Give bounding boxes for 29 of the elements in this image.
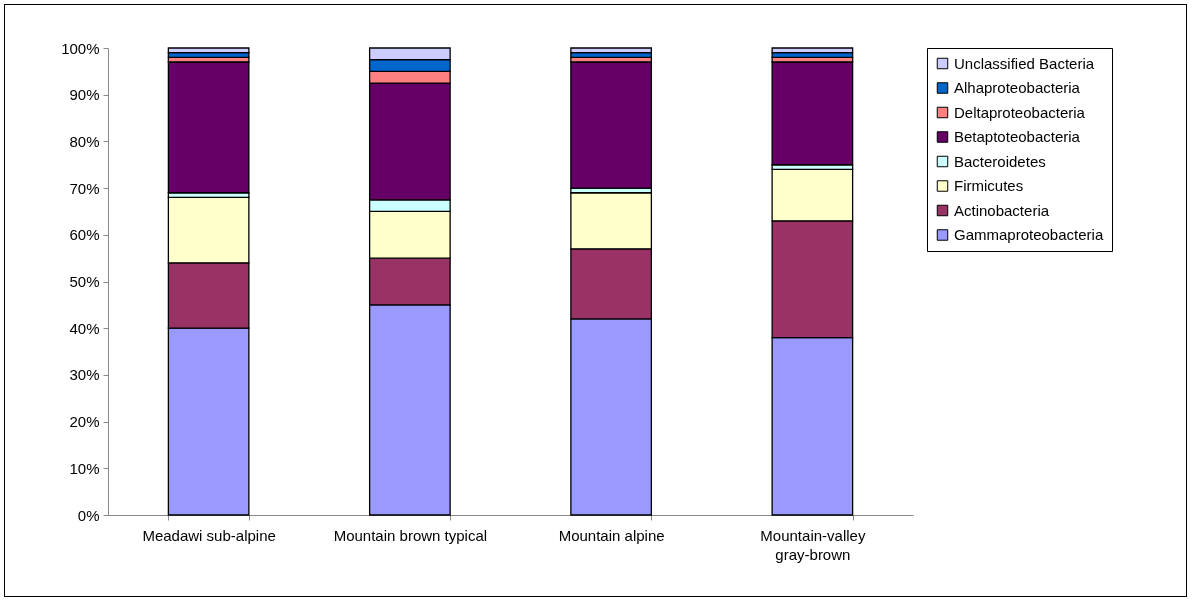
bar xyxy=(167,61,250,194)
y-tick-label: 10% xyxy=(69,459,100,477)
x-tick-label: Mountain-valley gray-brown xyxy=(760,526,866,563)
bar xyxy=(570,47,653,54)
y-tick-label: 60% xyxy=(69,226,100,244)
legend-label: Bacteroidetes xyxy=(954,152,1046,170)
y-tick-label: 40% xyxy=(69,319,100,337)
y-tick-label: 0% xyxy=(77,506,100,524)
bar xyxy=(771,61,854,166)
y-tick-label: 70% xyxy=(69,179,100,197)
y-tick-label: 100% xyxy=(61,39,100,57)
y-tick-label: 80% xyxy=(69,132,100,150)
bar xyxy=(570,61,653,189)
x-tick-label: Mountain brown typical xyxy=(333,526,488,544)
legend-label: Unclassified Bacteria xyxy=(954,54,1095,72)
legend-label: Actinobacteria xyxy=(954,201,1050,219)
y-tick-label: 20% xyxy=(69,413,100,431)
y-tick-label: 30% xyxy=(69,366,100,384)
y-tick-label: 50% xyxy=(69,273,100,290)
bar xyxy=(167,47,250,54)
legend-label: Alhaproteobacteria xyxy=(954,79,1081,96)
x-tick-label: Mountain alpine xyxy=(558,526,665,544)
legend-label: Firmicutes xyxy=(954,177,1024,194)
x-tick-label: Meadawi sub-alpine xyxy=(142,526,276,544)
y-tick-label: 90% xyxy=(69,86,100,104)
legend-label: Gammaproteobacteria xyxy=(954,226,1104,243)
bar xyxy=(771,47,854,54)
legend-label: Deltaproteobacteria xyxy=(954,103,1086,121)
legend-label: Betaptoteobacteria xyxy=(954,128,1081,145)
